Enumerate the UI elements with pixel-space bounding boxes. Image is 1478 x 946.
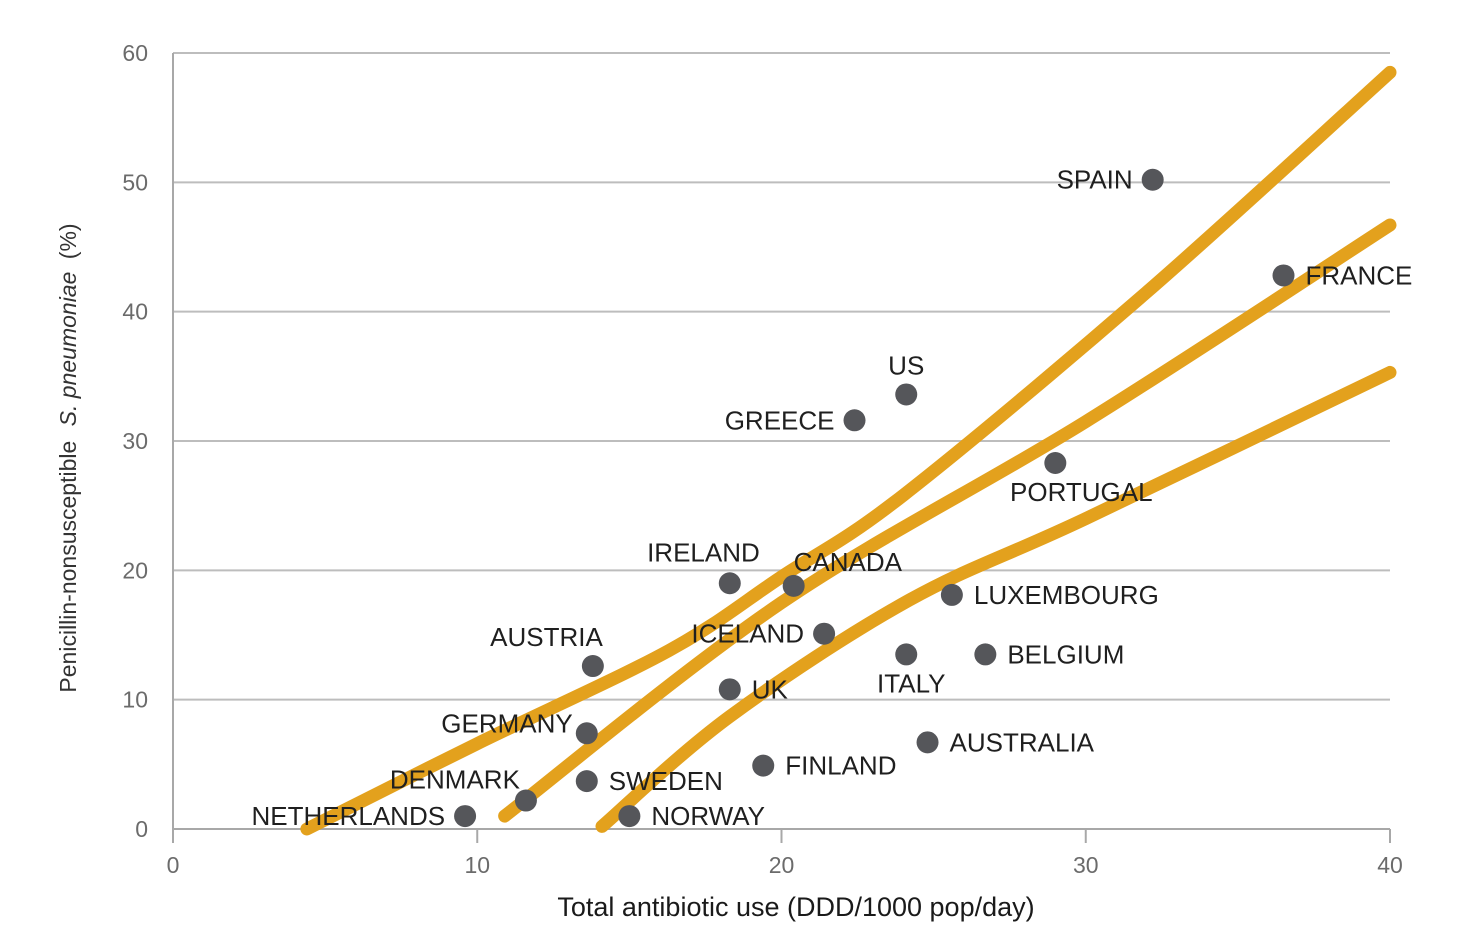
data-point-greece <box>843 409 866 432</box>
point-label-greece: GREECE <box>725 405 835 435</box>
data-point-belgium <box>974 643 997 666</box>
data-point-sweden <box>575 770 598 793</box>
y-tick-label: 60 <box>122 40 148 66</box>
data-points <box>454 168 1295 828</box>
x-tick-label: 20 <box>769 852 795 878</box>
point-label-germany: GERMANY <box>441 708 572 738</box>
data-point-denmark <box>514 789 537 812</box>
data-point-uk <box>718 678 741 701</box>
data-point-portugal <box>1044 451 1067 474</box>
point-label-us: US <box>888 350 924 380</box>
data-point-iceland <box>813 622 836 645</box>
data-point-spain <box>1141 168 1164 191</box>
point-label-denmark: DENMARK <box>390 765 521 795</box>
point-label-canada: CANADA <box>794 547 903 577</box>
data-point-austria <box>581 655 604 678</box>
axes: 0 10 20 30 40 50 60 0 10 20 30 40 <box>122 40 1402 878</box>
x-tick-label: 0 <box>167 852 180 878</box>
data-point-australia <box>916 731 939 754</box>
x-tick-label: 30 <box>1073 852 1099 878</box>
y-axis-title-prefix: Penicillin-nonsusceptible <box>55 441 81 693</box>
point-label-luxembourg: LUXEMBOURG <box>974 580 1159 610</box>
y-tick-label: 30 <box>122 428 148 454</box>
data-point-ireland <box>718 572 741 595</box>
point-labels: NETHERLANDS DENMARK SWEDEN GERMANY AUSTRIA NO… <box>251 165 1412 831</box>
point-label-finland: FINLAND <box>785 751 896 781</box>
point-label-portugal: PORTUGAL <box>1010 477 1153 507</box>
trend-lines <box>300 65 1397 836</box>
data-point-finland <box>752 754 775 777</box>
trend-line-upper <box>300 65 1397 836</box>
point-label-uk: UK <box>752 674 789 704</box>
data-point-luxembourg <box>940 583 963 606</box>
point-label-netherlands: NETHERLANDS <box>251 801 445 831</box>
y-tick-label: 10 <box>122 687 148 713</box>
y-tick-label: 0 <box>135 816 148 842</box>
trend-line-lower <box>595 365 1397 833</box>
point-label-norway: NORWAY <box>651 801 765 831</box>
point-label-austria: AUSTRIA <box>490 622 603 652</box>
data-point-canada <box>782 574 805 597</box>
point-label-iceland: ICELAND <box>691 619 804 649</box>
data-point-norway <box>618 805 641 828</box>
point-label-belgium: BELGIUM <box>1007 639 1124 669</box>
data-point-germany <box>575 722 598 745</box>
point-label-ireland: IRELAND <box>647 537 760 567</box>
y-axis-title-species: S. pneumoniae <box>55 272 81 427</box>
y-axis-title-suffix: (%) <box>55 223 81 259</box>
point-label-australia: AUSTRALIA <box>950 727 1095 757</box>
y-tick-label: 40 <box>122 299 148 325</box>
y-tick-label: 50 <box>122 169 148 195</box>
point-label-france: FRANCE <box>1306 260 1413 290</box>
point-label-spain: SPAIN <box>1057 165 1133 195</box>
x-tick-label: 10 <box>464 852 490 878</box>
x-axis-title: Total antibiotic use (DDD/1000 pop/day) <box>557 892 1034 922</box>
x-tick-label: 40 <box>1377 852 1403 878</box>
y-axis-title: Penicillin-nonsusceptible S. pneumoniae … <box>55 223 81 692</box>
data-point-us <box>895 383 918 406</box>
trend-line-middle <box>498 218 1397 823</box>
data-point-netherlands <box>454 805 477 828</box>
data-point-france <box>1272 264 1295 287</box>
point-label-sweden: SWEDEN <box>609 766 723 796</box>
data-point-italy <box>895 643 918 666</box>
y-tick-label: 20 <box>122 557 148 583</box>
gridlines <box>173 52 1390 830</box>
point-label-italy: ITALY <box>877 668 945 698</box>
